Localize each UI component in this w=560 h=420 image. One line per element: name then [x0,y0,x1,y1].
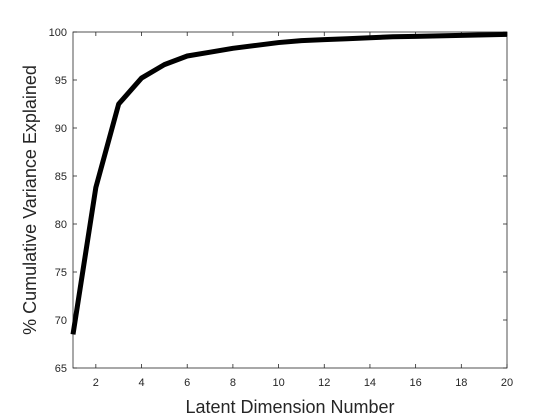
x-axis-title: Latent Dimension Number [185,397,394,417]
y-tick-label: 100 [49,27,67,39]
x-tick-label: 8 [230,377,236,389]
series-line-0 [70,31,508,335]
x-tick-label: 14 [364,377,376,389]
y-tick-label: 95 [55,75,67,87]
x-tick-label: 16 [410,377,422,389]
x-tick-label: 4 [138,377,144,389]
x-tick-label: 10 [272,377,284,389]
y-axis-title: % Cumulative Variance Explained [20,65,40,335]
x-tick-label: 20 [501,377,513,389]
y-tick-label: 80 [55,219,67,231]
y-tick-label: 65 [55,363,67,375]
x-tick-label: 6 [184,377,190,389]
x-axis: 2 4 6 8 10 12 14 16 18 20 [93,32,513,389]
y-tick-label: 75 [55,267,67,279]
y-tick-label: 90 [55,123,67,135]
y-tick-label: 70 [55,315,67,327]
x-tick-label: 18 [455,377,467,389]
x-tick-label: 12 [318,377,330,389]
x-tick-label: 2 [93,377,99,389]
y-tick-label: 85 [55,171,67,183]
y-axis: 65 70 75 80 85 90 95 100 [49,27,507,375]
plot-area [72,31,508,369]
series-layer [70,31,508,335]
